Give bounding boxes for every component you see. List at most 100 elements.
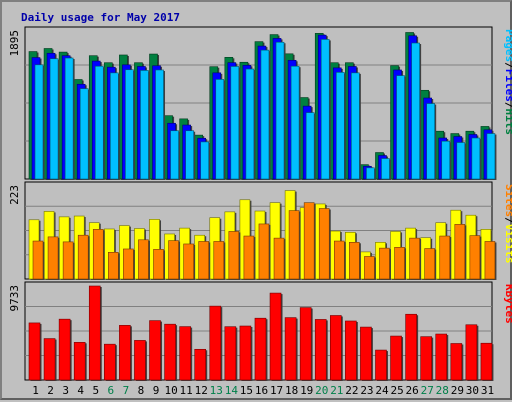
day-label-6: 6 bbox=[108, 384, 115, 397]
panel-bottom-bar-kbytes-2 bbox=[43, 338, 56, 381]
panel-bottom-legend: KBytes bbox=[503, 284, 512, 324]
panel-bottom-legend-item-0: KBytes bbox=[503, 284, 512, 324]
panel-middle-bar-sites-7 bbox=[123, 248, 134, 280]
panel-bottom-bar-kbytes-23 bbox=[360, 326, 372, 381]
panel-bottom-bar-kbytes-13 bbox=[209, 305, 222, 381]
panel-middle-bar-sites-6 bbox=[108, 252, 119, 280]
panel-top-bar-pages-3 bbox=[64, 57, 74, 180]
day-label-1: 1 bbox=[32, 384, 39, 397]
panel-bottom-bar-kbytes-10 bbox=[164, 323, 176, 381]
day-label-24: 24 bbox=[375, 384, 389, 397]
day-label-19: 19 bbox=[300, 384, 313, 397]
panel-middle-bar-sites-5 bbox=[92, 229, 104, 280]
panel-middle-bar-sites-23 bbox=[364, 256, 375, 280]
panel-bottom-bar-kbytes-4 bbox=[73, 342, 86, 381]
panel-middle-legend: Sites/Visits bbox=[503, 184, 512, 264]
panel-bottom-bar-kbytes-31 bbox=[480, 342, 493, 381]
day-label-8: 8 bbox=[138, 384, 145, 397]
panel-middle-bar-sites-30 bbox=[469, 235, 481, 280]
panel-middle-bar-sites-2 bbox=[47, 236, 59, 280]
panel-middle-bar-sites-8 bbox=[138, 239, 149, 280]
panel-middle-bar-sites-19 bbox=[303, 202, 315, 280]
panel-top-bar-pages-15 bbox=[245, 68, 255, 180]
panel-top-bar-pages-31 bbox=[486, 133, 496, 180]
panel-bottom-bar-kbytes-26 bbox=[405, 313, 417, 381]
panel-top-bar-pages-5 bbox=[94, 65, 104, 180]
panel-middle-bar-sites-11 bbox=[183, 243, 194, 280]
panel-top-legend: Pages/Files/Hits bbox=[503, 29, 512, 135]
day-label-30: 30 bbox=[466, 384, 479, 397]
panel-middle-bar-sites-26 bbox=[409, 237, 420, 280]
panel-top-bar-pages-29 bbox=[456, 142, 466, 180]
day-label-14: 14 bbox=[225, 384, 239, 397]
day-label-22: 22 bbox=[345, 384, 358, 397]
panel-bottom-bar-kbytes-12 bbox=[194, 348, 207, 381]
panel-top-bar-pages-10 bbox=[170, 130, 179, 180]
panel-middle-bar-sites-21 bbox=[333, 240, 345, 280]
panel-top-legend-item-2: Files bbox=[503, 69, 512, 102]
panel-bottom-bar-kbytes-20 bbox=[314, 319, 327, 381]
panel-bottom-bar-kbytes-8 bbox=[134, 340, 146, 381]
panel-top-legend-item-3: / bbox=[503, 102, 512, 109]
panel-middle-legend-item-2: Visits bbox=[503, 224, 512, 264]
panel-bottom-bar-kbytes-30 bbox=[465, 324, 478, 381]
day-label-20: 20 bbox=[315, 384, 328, 397]
panel-top-bar-pages-2 bbox=[49, 58, 59, 180]
panel-top-bar-pages-12 bbox=[200, 141, 210, 180]
panel-middle-max-label: 223 bbox=[8, 185, 21, 205]
panel-middle-bar-sites-12 bbox=[198, 241, 210, 280]
panel-middle-bar-sites-1 bbox=[32, 240, 44, 280]
panel-top-bar-pages-28 bbox=[441, 140, 451, 180]
day-label-17: 17 bbox=[270, 384, 283, 397]
panel-bottom-bar-kbytes-7 bbox=[119, 325, 131, 381]
panel-middle-bar-sites-17 bbox=[273, 237, 285, 280]
panel-middle-bar-sites-3 bbox=[62, 241, 74, 280]
panel-top-bar-pages-11 bbox=[185, 130, 194, 180]
panel-top-bar-pages-17 bbox=[275, 41, 285, 180]
panel-bottom-bar-kbytes-18 bbox=[284, 317, 297, 381]
panel-middle-legend-item-0: Sites bbox=[503, 184, 512, 217]
panel-middle-bar-sites-28 bbox=[439, 235, 451, 280]
panel-bottom-bar-kbytes-24 bbox=[375, 349, 387, 381]
panel-middle-bar-sites-15 bbox=[243, 235, 255, 280]
panel-top-bar-pages-1 bbox=[34, 64, 44, 180]
panel-middle-bar-sites-29 bbox=[454, 224, 466, 280]
day-label-29: 29 bbox=[451, 384, 464, 397]
panel-bottom-bar-kbytes-21 bbox=[329, 315, 342, 381]
panel-middle-bar-sites-18 bbox=[288, 210, 300, 280]
panel-top-bar-pages-16 bbox=[260, 49, 270, 180]
panel-top-bar-pages-20 bbox=[320, 39, 330, 180]
day-label-3: 3 bbox=[62, 384, 69, 397]
panel-bottom-bar-kbytes-29 bbox=[450, 343, 463, 381]
panel-bottom-bar-kbytes-14 bbox=[224, 326, 237, 381]
panel-bottom-bar-kbytes-28 bbox=[435, 333, 448, 381]
day-label-4: 4 bbox=[77, 384, 84, 397]
day-label-5: 5 bbox=[92, 384, 99, 397]
panel-top-bar-pages-4 bbox=[79, 88, 89, 180]
day-label-10: 10 bbox=[164, 384, 177, 397]
panel-top-bar-pages-30 bbox=[471, 137, 481, 180]
panel-bottom-bar-kbytes-11 bbox=[179, 326, 191, 381]
day-label-25: 25 bbox=[390, 384, 403, 397]
panel-bottom-bar-kbytes-3 bbox=[58, 318, 71, 381]
panel-top-bar-pages-25 bbox=[396, 75, 405, 180]
panel-middle-bar-sites-10 bbox=[168, 240, 179, 280]
panel-top-bar-pages-21 bbox=[335, 72, 345, 180]
panel-bottom-bar-kbytes-5 bbox=[88, 285, 101, 381]
panel-middle-bar-sites-4 bbox=[77, 234, 89, 280]
panel-bottom-bar-kbytes-22 bbox=[345, 320, 357, 381]
panel-middle-bar-sites-31 bbox=[484, 241, 496, 280]
panel-bottom-bar-kbytes-1 bbox=[28, 322, 41, 381]
day-label-13: 13 bbox=[210, 384, 223, 397]
panel-middle-bar-sites-25 bbox=[394, 247, 405, 280]
day-label-21: 21 bbox=[330, 384, 343, 397]
panel-top-bar-pages-13 bbox=[215, 79, 225, 180]
panel-top-bar-pages-23 bbox=[366, 167, 375, 180]
day-label-18: 18 bbox=[285, 384, 298, 397]
day-label-31: 31 bbox=[481, 384, 494, 397]
day-label-11: 11 bbox=[180, 384, 193, 397]
panel-top-bar-pages-6 bbox=[110, 72, 119, 180]
panel-bottom-bar-kbytes-19 bbox=[299, 307, 312, 381]
panel-middle-bar-sites-22 bbox=[349, 242, 360, 280]
